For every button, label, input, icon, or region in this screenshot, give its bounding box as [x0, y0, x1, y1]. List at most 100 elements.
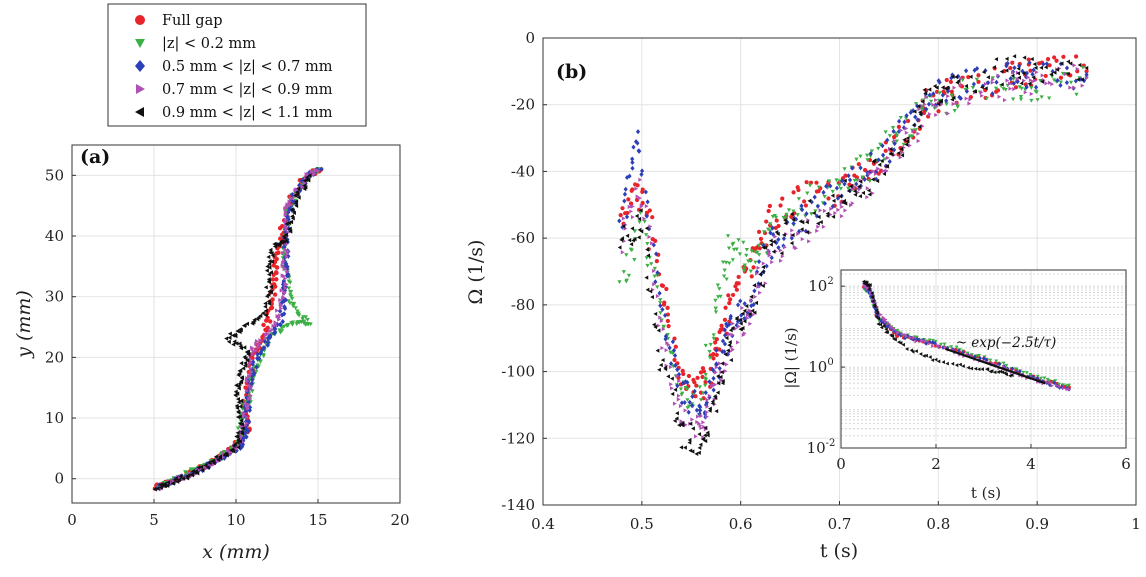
- data-point: [724, 335, 729, 341]
- data-point: [891, 147, 897, 153]
- data-point: [990, 76, 995, 81]
- data-point: [631, 144, 636, 150]
- data-point: [251, 349, 256, 354]
- data-point: [176, 477, 181, 482]
- data-point: [254, 364, 259, 370]
- data-point: [699, 425, 704, 431]
- data-point: [937, 344, 941, 349]
- data-point: [181, 476, 186, 481]
- data-point: [870, 191, 875, 196]
- data-point: [705, 430, 710, 435]
- legend-entries: Full gap |z| < 0.2 mm 0.5 mm < |z| < 0.7 m…: [135, 13, 333, 121]
- data-point: [283, 276, 288, 281]
- data-point: [757, 246, 762, 251]
- data-point: [807, 198, 812, 203]
- data-point: [234, 403, 239, 409]
- data-point: [913, 114, 918, 120]
- data-point: [288, 293, 293, 298]
- data-point: [247, 377, 252, 382]
- data-point: [644, 204, 649, 209]
- data-point: [944, 98, 949, 104]
- data-point: [250, 389, 255, 394]
- data-point: [796, 231, 801, 237]
- data-point: [642, 216, 647, 221]
- data-point: [779, 251, 784, 256]
- data-point: [893, 337, 897, 342]
- data-point: [266, 277, 271, 282]
- data-point: [316, 168, 321, 173]
- data-point: [935, 343, 939, 348]
- data-point: [672, 357, 677, 363]
- data-point: [690, 449, 695, 454]
- data-point: [658, 298, 663, 302]
- data-point: [1019, 81, 1024, 86]
- data-point: [241, 411, 246, 416]
- data-point: [313, 168, 318, 174]
- data-point: [865, 153, 870, 158]
- x-tick-label: 0.8: [926, 515, 950, 533]
- data-point: [850, 186, 855, 192]
- panel-a-label: (a): [80, 146, 110, 168]
- data-point: [283, 266, 288, 271]
- data-point: [1061, 54, 1066, 59]
- data-point: [1049, 74, 1055, 79]
- data-point: [1039, 65, 1044, 70]
- x-tick-label: 10: [226, 511, 245, 529]
- data-point: [660, 283, 666, 288]
- data-point: [715, 373, 720, 379]
- data-point: [753, 246, 759, 251]
- data-point: [700, 374, 705, 380]
- x-tick-label: 5: [149, 511, 159, 529]
- data-point: [640, 200, 645, 206]
- data-point: [718, 361, 722, 366]
- data-point: [885, 137, 890, 143]
- data-point: [675, 411, 679, 416]
- data-point: [655, 285, 660, 290]
- data-point: [894, 139, 899, 144]
- data-point: [774, 218, 779, 223]
- data-point: [879, 312, 883, 317]
- data-point: [293, 198, 298, 203]
- data-point: [1013, 367, 1018, 371]
- data-point: [970, 85, 976, 90]
- data-point: [967, 101, 972, 106]
- data-point: [964, 96, 969, 101]
- data-point: [638, 196, 642, 201]
- data-point: [714, 337, 719, 342]
- data-point: [980, 93, 984, 98]
- data-point: [639, 171, 644, 177]
- data-point: [880, 143, 885, 149]
- data-point: [661, 302, 667, 307]
- data-point: [1023, 90, 1028, 95]
- data-point: [258, 342, 263, 347]
- data-point: [245, 428, 251, 434]
- data-point: [249, 369, 254, 374]
- data-point: [726, 293, 731, 298]
- data-point: [1026, 75, 1031, 80]
- data-point: [940, 92, 945, 98]
- data-point: [990, 80, 995, 85]
- data-point: [883, 130, 888, 135]
- data-point: [928, 99, 934, 104]
- data-point: [994, 79, 999, 85]
- data-point: [741, 269, 747, 273]
- data-point: [730, 332, 735, 338]
- data-point: [748, 269, 753, 274]
- data-point: [911, 129, 916, 134]
- data-point: [690, 417, 695, 422]
- inset-ticks: 0 2 4 6 10-2 100 102: [807, 276, 1131, 473]
- data-point: [865, 158, 870, 163]
- data-point: [278, 301, 283, 307]
- panel-b-label: (b): [556, 61, 587, 83]
- data-point: [776, 245, 781, 251]
- data-point: [896, 124, 901, 129]
- data-point: [973, 89, 978, 94]
- data-point: [799, 207, 805, 213]
- data-point: [690, 403, 695, 409]
- data-point: [875, 311, 879, 316]
- data-point: [723, 368, 728, 374]
- data-point: [992, 65, 996, 70]
- data-point: [858, 165, 863, 171]
- data-point: [981, 69, 986, 75]
- data-point: [280, 325, 285, 330]
